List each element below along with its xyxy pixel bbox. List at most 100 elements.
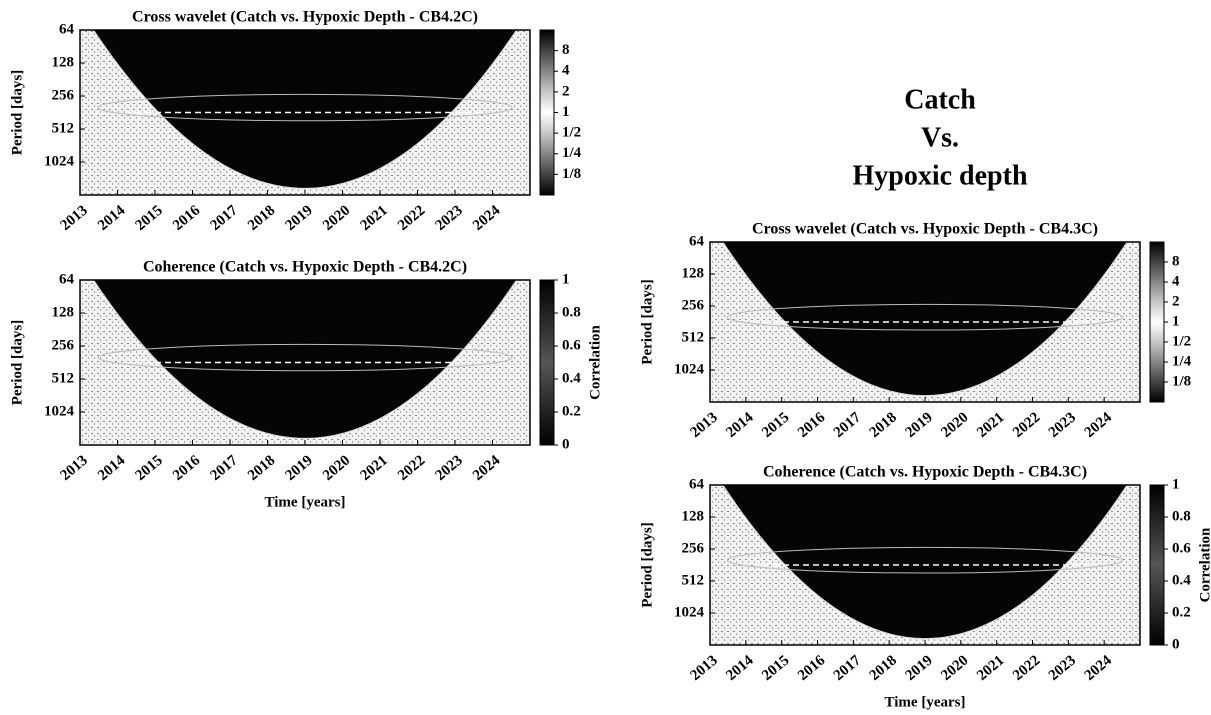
- cone-of-influence: [721, 484, 1129, 640]
- x-tick-label: 2020: [320, 452, 353, 484]
- colorbar-tick-label: 0.2: [1172, 604, 1191, 620]
- x-tick-label: 2018: [245, 452, 278, 484]
- y-tick-label: 64: [689, 476, 705, 492]
- x-tick-label: 2022: [395, 202, 428, 234]
- cone-of-influence: [92, 279, 518, 439]
- colorbar-tick-label: 1/2: [562, 125, 581, 141]
- cone-of-influence: [92, 29, 518, 189]
- y-tick-label: 128: [682, 508, 705, 524]
- x-tick-label: 2020: [938, 409, 971, 441]
- y-axis-label: Period [days]: [9, 70, 25, 155]
- x-tick-label: 2014: [95, 202, 129, 234]
- x-tick-label: 2016: [795, 652, 829, 684]
- heading-line: Vs.: [921, 122, 959, 153]
- colorbar-tick-label: 1: [1172, 476, 1180, 492]
- y-tick-label: 1024: [674, 604, 705, 620]
- x-tick-label: 2017: [831, 652, 865, 684]
- colorbar-label: Correlation: [587, 324, 603, 399]
- x-tick-label: 2024: [470, 452, 504, 484]
- x-tick-label: 2022: [395, 452, 428, 484]
- y-tick-label: 1024: [674, 361, 705, 377]
- x-tick-label: 2020: [938, 652, 971, 684]
- colorbar-tick-label: 8: [1172, 253, 1180, 269]
- x-tick-label: 2018: [867, 652, 900, 684]
- y-tick-label: 1024: [44, 153, 75, 169]
- colorbar-tick-label: 0.4: [562, 370, 581, 386]
- colorbar-tick-label: 1/4: [562, 145, 582, 161]
- y-tick-label: 1024: [44, 403, 75, 419]
- y-tick-label: 256: [682, 540, 705, 556]
- x-tick-label: 2022: [1010, 409, 1043, 441]
- y-tick-label: 64: [689, 233, 705, 249]
- x-tick-label: 2014: [723, 652, 757, 684]
- y-tick-label: 256: [52, 87, 75, 103]
- colorbar-tick-label: 4: [1172, 273, 1180, 289]
- heading-line: Catch: [904, 84, 976, 115]
- colorbar-tick-label: 2: [1172, 293, 1180, 309]
- x-tick-label: 2013: [58, 202, 91, 234]
- x-tick-label: 2014: [723, 409, 757, 441]
- colorbar-tick-label: 0.8: [562, 304, 581, 320]
- contour: [97, 93, 513, 122]
- contour: [726, 303, 1124, 331]
- colorbar-tick-label: 1: [562, 104, 570, 120]
- colorbar-tick-label: 2: [562, 83, 570, 99]
- colorbar-tick-label: 1/8: [1172, 373, 1191, 389]
- x-tick-label: 2018: [867, 409, 900, 441]
- x-tick-label: 2017: [831, 409, 865, 441]
- colorbar: [539, 279, 555, 446]
- x-tick-label: 2016: [170, 202, 204, 234]
- x-tick-label: 2015: [133, 202, 166, 234]
- y-tick-label: 512: [682, 572, 705, 588]
- colorbar-tick-label: 0.4: [1172, 572, 1191, 588]
- colorbar-tick-label: 1: [562, 271, 570, 287]
- y-tick-label: 512: [52, 120, 75, 136]
- x-tick-label: 2013: [688, 652, 721, 684]
- x-tick-label: 2019: [283, 202, 316, 234]
- x-tick-label: 2014: [95, 452, 129, 484]
- x-tick-label: 2016: [795, 409, 829, 441]
- x-tick-label: 2021: [974, 652, 1007, 684]
- y-tick-label: 256: [52, 337, 75, 353]
- y-tick-label: 64: [59, 271, 75, 287]
- x-tick-label: 2017: [208, 202, 242, 234]
- x-tick-label: 2024: [1082, 409, 1116, 441]
- heading-line: Hypoxic depth: [852, 160, 1027, 191]
- panel-title: Cross wavelet (Catch vs. Hypoxic Depth -…: [132, 9, 478, 26]
- y-tick-label: 64: [59, 21, 75, 37]
- x-tick-label: 2021: [358, 452, 391, 484]
- colorbar-tick-label: 1: [1172, 313, 1180, 329]
- x-tick-label: 2015: [759, 652, 792, 684]
- colorbar-tick-label: 4: [562, 63, 570, 79]
- y-tick-label: 128: [682, 265, 705, 281]
- colorbar-tick-label: 1/8: [562, 166, 581, 182]
- colorbar-tick-label: 8: [562, 42, 570, 58]
- colorbar: [1149, 484, 1165, 646]
- cone-of-influence: [721, 241, 1129, 397]
- y-tick-label: 512: [52, 370, 75, 386]
- panel-title: Coherence (Catch vs. Hypoxic Depth - CB4…: [763, 464, 1087, 481]
- colorbar: [539, 29, 555, 196]
- colorbar-tick-label: 1/2: [1172, 333, 1191, 349]
- colorbar-tick-label: 0: [1172, 636, 1180, 652]
- x-tick-label: 2023: [1046, 652, 1079, 684]
- x-tick-label: 2021: [974, 409, 1007, 441]
- x-axis-label: Time [years]: [885, 694, 966, 710]
- x-tick-label: 2017: [208, 452, 242, 484]
- x-tick-label: 2023: [433, 202, 466, 234]
- x-tick-label: 2013: [58, 452, 91, 484]
- colorbar-tick-label: 0.6: [562, 337, 581, 353]
- panel-title: Cross wavelet (Catch vs. Hypoxic Depth -…: [752, 221, 1098, 238]
- colorbar: [1149, 241, 1165, 403]
- x-tick-label: 2024: [470, 202, 504, 234]
- panel-title: Coherence (Catch vs. Hypoxic Depth - CB4…: [143, 259, 467, 276]
- x-tick-label: 2021: [358, 202, 391, 234]
- contour: [97, 343, 513, 372]
- x-tick-label: 2016: [170, 452, 204, 484]
- y-axis-label: Period [days]: [639, 279, 655, 364]
- x-tick-label: 2024: [1082, 652, 1116, 684]
- y-tick-label: 128: [52, 304, 75, 320]
- x-tick-label: 2022: [1010, 652, 1043, 684]
